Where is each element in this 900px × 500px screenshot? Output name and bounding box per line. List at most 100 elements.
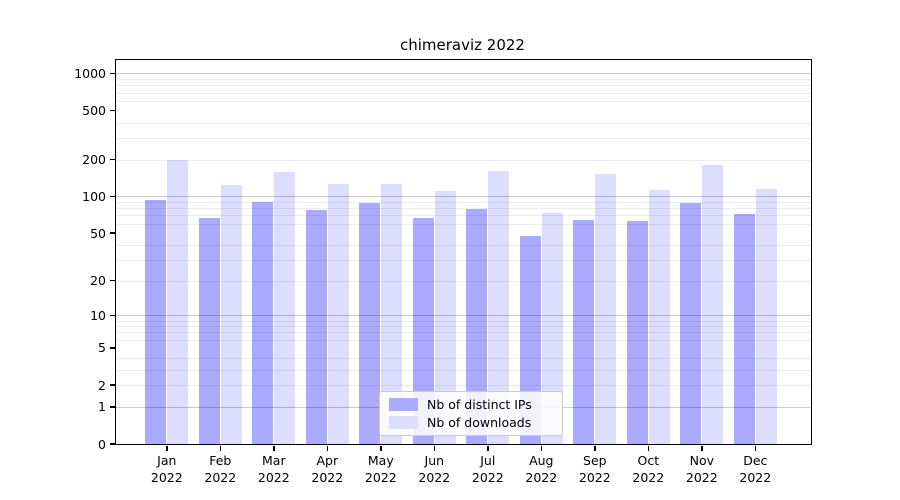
bar-distinct-ips-jul (466, 208, 488, 444)
gridline-minor-y-60 (116, 223, 811, 225)
x-tick-label-aug: Aug 2022 (509, 453, 573, 487)
gridline-minor-y-90 (116, 202, 811, 204)
x-tick-label-feb: Feb 2022 (188, 453, 252, 487)
x-tick-label-may: May 2022 (349, 453, 413, 487)
gridline-minor-y-6 (116, 339, 811, 341)
bar-downloads-feb (220, 185, 242, 444)
x-tick-year-nov: 2022 (685, 469, 718, 485)
legend-label-distinct-ips: Nb of distinct IPs (427, 397, 532, 412)
gridline-minor-y-800 (116, 85, 811, 87)
gridline-minor-y-30 (116, 259, 811, 261)
gridline-minor-y-600 (116, 100, 811, 102)
y-tick-label-10: 10 (90, 307, 106, 323)
x-tick-label-jul: Jul 2022 (456, 453, 520, 487)
x-tick-label-mar: Mar 2022 (242, 453, 306, 487)
y-tick-mark-500 (109, 109, 115, 112)
gridline-minor-y-8 (116, 326, 811, 328)
bar-distinct-ips-nov (680, 202, 702, 444)
x-tick-year-jul: 2022 (471, 469, 504, 485)
x-tick-mark-nov (701, 445, 703, 451)
x-tick-month-jan: Jan (157, 453, 177, 468)
bar-downloads-mar (274, 172, 296, 444)
gridline-minor-y-200 (116, 159, 811, 161)
x-tick-month-may: May (367, 453, 394, 468)
gridline-minor-y-300 (116, 137, 811, 139)
bar-downloads-nov (702, 164, 724, 444)
bar-downloads-jun (434, 191, 456, 444)
y-tick-label-20: 20 (90, 273, 106, 289)
x-tick-year-may: 2022 (364, 469, 397, 485)
bar-distinct-ips-dec (733, 213, 755, 444)
bar-downloads-aug (541, 213, 563, 444)
x-tick-mark-jun (433, 445, 436, 451)
gridline-minor-y-3 (116, 369, 811, 371)
bar-distinct-ips-feb (198, 218, 220, 444)
y-tick-mark-100 (109, 195, 115, 198)
x-tick-year-jun: 2022 (418, 469, 451, 485)
y-tick-label-1000: 1000 (74, 65, 106, 81)
legend-row-distinct-ips: Nb of distinct IPs (389, 397, 553, 412)
y-tick-mark-2 (109, 384, 115, 386)
legend-row-downloads: Nb of downloads (389, 415, 553, 430)
x-tick-label-oct: Oct 2022 (616, 453, 680, 487)
bar-distinct-ips-may (359, 202, 381, 444)
bar-downloads-may (381, 184, 403, 444)
x-tick-label-sep: Sep 2022 (563, 453, 627, 487)
x-tick-mark-sep (594, 445, 596, 451)
gridline-minor-y-70 (116, 215, 811, 217)
x-tick-month-jun: Jun (424, 453, 445, 468)
x-tick-year-apr: 2022 (311, 469, 344, 485)
legend-label-downloads: Nb of downloads (427, 415, 532, 430)
x-tick-month-mar: Mar (262, 453, 286, 468)
y-tick-label-0: 0 (98, 436, 106, 452)
bar-distinct-ips-mar (252, 202, 274, 444)
x-tick-year-feb: 2022 (204, 469, 237, 485)
bar-downloads-apr (327, 183, 349, 444)
gridline-minor-y-700 (116, 92, 811, 94)
x-tick-year-mar: 2022 (257, 469, 290, 485)
bar-distinct-ips-jan (145, 200, 167, 444)
bar-downloads-jul (488, 171, 510, 444)
y-tick-label-500: 500 (82, 103, 106, 119)
x-tick-year-jan: 2022 (150, 469, 183, 485)
x-tick-month-sep: Sep (583, 453, 607, 468)
y-tick-mark-1000 (109, 72, 115, 75)
legend-swatch-downloads-icon (389, 416, 418, 429)
plot-inner: 0 1 2 5 10 20 50 100 200 500 1000 Jan 2022 Feb 2022 Mar… (74, 60, 811, 485)
x-tick-mark-mar (273, 445, 275, 451)
x-tick-mark-apr (326, 445, 329, 451)
x-tick-label-nov: Nov 2022 (670, 453, 734, 487)
y-tick-mark-200 (109, 158, 115, 161)
bar-distinct-ips-jun (412, 217, 434, 444)
gridline-major-y-1000 (116, 73, 811, 75)
legend: Nb of distinct IPs Nb of downloads (379, 391, 563, 436)
gridline-minor-y-4 (116, 357, 811, 359)
x-tick-year-oct: 2022 (632, 469, 665, 485)
x-tick-label-apr: Apr 2022 (295, 453, 359, 487)
x-tick-mark-oct (647, 445, 650, 451)
x-tick-mark-jan (166, 445, 168, 451)
y-tick-mark-50 (109, 232, 115, 234)
gridline-major-y-100 (116, 196, 811, 198)
y-tick-label-100: 100 (82, 188, 106, 204)
bar-downloads-oct (648, 189, 670, 444)
y-tick-label-5: 5 (98, 340, 106, 356)
x-tick-month-nov: Nov (689, 453, 714, 468)
x-tick-label-jan: Jan 2022 (135, 453, 199, 487)
y-tick-mark-5 (109, 347, 115, 349)
gridline-minor-y-20 (116, 280, 811, 282)
x-tick-mark-dec (754, 445, 757, 451)
x-tick-month-aug: Aug (529, 453, 554, 468)
gridline-minor-y-2 (116, 385, 811, 387)
x-tick-mark-aug (540, 445, 543, 451)
x-tick-month-oct: Oct (637, 453, 660, 468)
y-tick-mark-10 (109, 314, 115, 317)
gridline-minor-y-80 (116, 208, 811, 210)
y-tick-label-200: 200 (82, 152, 106, 168)
y-tick-mark-1 (109, 406, 115, 408)
bar-distinct-ips-oct (626, 220, 648, 444)
bar-distinct-ips-sep (573, 220, 595, 444)
plot-area: 0 1 2 5 10 20 50 100 200 500 1000 Jan 2022 Feb 2022 Mar… (74, 59, 812, 485)
y-tick-mark-0 (109, 443, 115, 445)
